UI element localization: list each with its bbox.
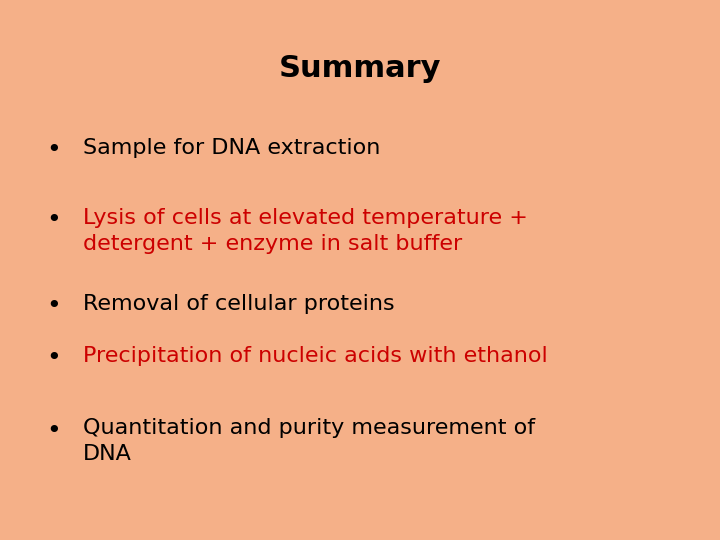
Text: Removal of cellular proteins: Removal of cellular proteins — [83, 294, 395, 314]
Text: Lysis of cells at elevated temperature +
detergent + enzyme in salt buffer: Lysis of cells at elevated temperature +… — [83, 208, 528, 253]
Text: •: • — [47, 418, 61, 442]
Text: Summary: Summary — [279, 54, 441, 83]
Text: •: • — [47, 346, 61, 369]
Text: Precipitation of nucleic acids with ethanol: Precipitation of nucleic acids with etha… — [83, 346, 547, 366]
Text: Quantitation and purity measurement of
DNA: Quantitation and purity measurement of D… — [83, 418, 535, 464]
Text: Sample for DNA extraction: Sample for DNA extraction — [83, 138, 380, 158]
Text: •: • — [47, 138, 61, 161]
Text: •: • — [47, 294, 61, 318]
Text: •: • — [47, 208, 61, 232]
